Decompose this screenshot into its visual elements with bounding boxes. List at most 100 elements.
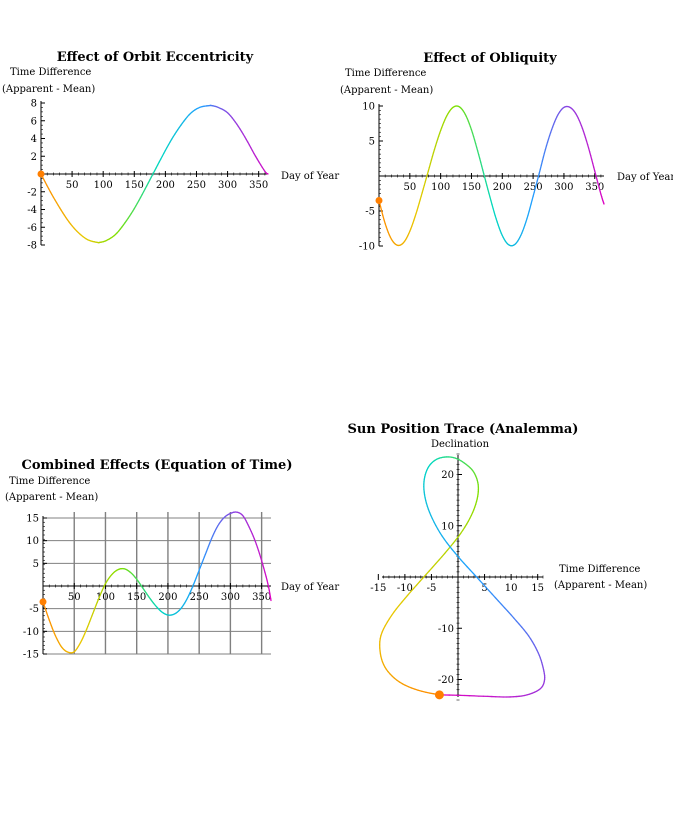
- series-segment: [404, 594, 409, 600]
- x-tick-label: 150: [462, 182, 481, 193]
- series-line: [42, 511, 272, 654]
- series-segment: [425, 691, 431, 694]
- series-segment: [529, 203, 532, 209]
- x-tick-label: 250: [190, 592, 209, 603]
- y-tick-label: 6: [31, 116, 37, 127]
- chart-title: Combined Effects (Equation of Time): [22, 458, 293, 473]
- series-segment: [532, 191, 535, 197]
- x-tick-label: 10: [505, 583, 518, 594]
- series-segment: [515, 620, 520, 625]
- chart-title: Effect of Obliquity: [423, 51, 557, 66]
- series-segment: [463, 562, 468, 568]
- series-segment: [438, 556, 443, 562]
- series-segment: [451, 549, 456, 554]
- series-segment: [448, 545, 453, 551]
- x-axis-label: Day of Year: [281, 171, 339, 182]
- series-segment: [542, 152, 546, 158]
- series-segment: [454, 552, 459, 558]
- x-tick-label: 100: [431, 182, 450, 193]
- series-segment: [510, 614, 515, 619]
- series-segment: [262, 563, 265, 569]
- axes: [382, 455, 543, 697]
- series-segment: [588, 150, 592, 157]
- series-segment: [482, 169, 485, 175]
- series-segment: [589, 154, 593, 160]
- chart-title: Effect of Orbit Eccentricity: [57, 50, 254, 65]
- x-tick-label: 100: [94, 180, 113, 191]
- series-segment: [382, 214, 385, 221]
- series-segment: [428, 566, 434, 572]
- series-segment: [540, 160, 544, 166]
- start-point-marker: [375, 197, 383, 204]
- x-tick-label: 50: [66, 180, 79, 191]
- series-segment: [409, 587, 415, 593]
- series-segment: [388, 614, 393, 620]
- y-axis-label: Declination: [431, 439, 490, 450]
- series-segment: [483, 173, 486, 179]
- y-axis-label-sub: (Apparent - Mean): [2, 84, 95, 95]
- series-segment: [479, 579, 484, 585]
- series-segment: [434, 559, 440, 565]
- series-segment: [535, 180, 538, 186]
- y-tick-label: 20: [441, 470, 454, 481]
- series-segment: [497, 600, 503, 606]
- series-segment: [480, 161, 483, 167]
- series-line: [379, 456, 546, 698]
- x-tick-label: 200: [156, 180, 175, 191]
- series-segment: [443, 538, 448, 544]
- series-segment: [591, 158, 594, 164]
- series-segment: [422, 573, 427, 579]
- y-tick-label: -6: [27, 223, 37, 234]
- x-axis-label: Day of Year: [281, 582, 339, 593]
- series-segment: [263, 567, 266, 573]
- series-segment: [441, 552, 446, 558]
- series-segment: [539, 164, 542, 170]
- series-segment: [446, 542, 451, 547]
- series-segment: [431, 563, 437, 569]
- series-segment: [457, 555, 462, 561]
- x-tick-label: 350: [585, 182, 604, 193]
- series-segment: [449, 542, 454, 548]
- x-tick-label: -5: [427, 583, 437, 594]
- series-segment: [390, 611, 395, 617]
- y-tick-label: -10: [438, 624, 454, 635]
- series-segment: [491, 593, 496, 599]
- series-segment: [534, 184, 537, 190]
- series-segment: [398, 601, 403, 607]
- y-tick-label: -5: [29, 604, 39, 615]
- x-axis-label: Time Difference: [559, 564, 640, 575]
- series-segment: [437, 528, 441, 534]
- series-segment: [455, 535, 459, 541]
- series-segment: [533, 188, 536, 194]
- y-tick-label: -20: [438, 675, 454, 686]
- y-axis-label-sub: (Apparent - Mean): [5, 492, 98, 503]
- series-segment: [460, 559, 465, 564]
- chart-3: Combined Effects (Equation of Time) 50 100…: [5, 458, 339, 661]
- series-segment: [531, 195, 534, 201]
- series-segment: [429, 692, 435, 695]
- series-segment: [592, 162, 595, 168]
- y-tick-label: 2: [31, 152, 37, 163]
- series-segment: [475, 576, 481, 582]
- series-segment: [406, 591, 412, 597]
- x-tick-label: 50: [403, 182, 416, 193]
- series-segment: [482, 583, 487, 588]
- series-segment: [479, 157, 482, 163]
- series-segment: [435, 524, 439, 530]
- y-axis-label: Time Difference: [9, 476, 90, 487]
- x-tick-label: 5: [481, 583, 487, 594]
- series-segment: [490, 200, 493, 206]
- series-segment: [419, 577, 424, 583]
- series-segment: [593, 166, 596, 172]
- series-segment: [536, 176, 539, 182]
- start-point-marker: [434, 690, 444, 700]
- series-line: [40, 104, 269, 244]
- series-segment: [425, 570, 430, 576]
- x-tick-label: -10: [397, 583, 413, 594]
- series-segment: [595, 174, 598, 180]
- start-point-marker: [37, 170, 45, 178]
- y-axis-label: Time Difference: [345, 68, 426, 79]
- y-axis-label-sub: (Apparent - Mean): [340, 85, 433, 96]
- y-axis-label: Time Difference: [10, 67, 91, 78]
